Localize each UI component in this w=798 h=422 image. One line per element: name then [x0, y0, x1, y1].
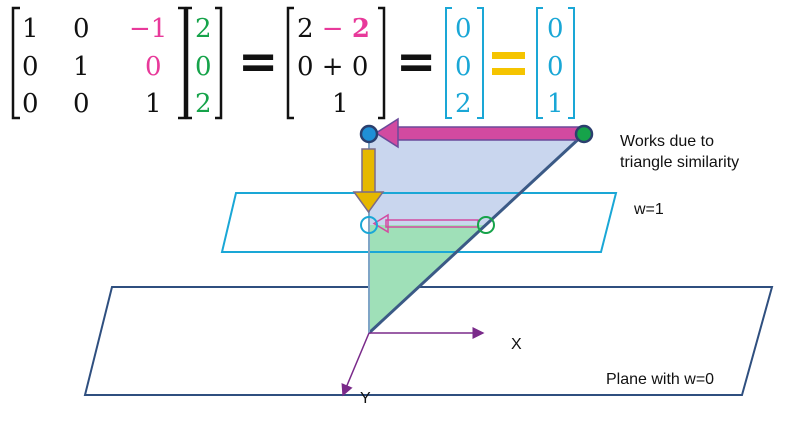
equals-sign-1: = [238, 34, 278, 90]
plane-w0-label: Plane with w=0 [606, 371, 714, 388]
matrix-cell-0-1: 0 [73, 14, 90, 44]
yellow-arrow-down [352, 148, 385, 214]
vec-final-1: 0 [547, 52, 564, 82]
y-axis [341, 332, 370, 397]
vec-mid-bracket-right [378, 6, 386, 120]
vec-mid-0: 2 − 2 [297, 14, 370, 44]
matrix-cell-2-0: 0 [22, 89, 39, 119]
x-axis-label: X [511, 336, 522, 353]
blue-triangle [369, 134, 584, 225]
y-axis-label: Y [360, 390, 371, 407]
vec-mid-0-left: 2 [297, 14, 314, 44]
vec-res-bracket-right [477, 7, 484, 119]
works-label-line2: triangle similarity [620, 154, 739, 171]
vec-final-bracket-right [568, 7, 575, 119]
vec-in-1: 0 [195, 52, 212, 82]
vec-in-bracket-left [185, 6, 192, 120]
point-cyan-w1 [360, 216, 378, 234]
matrix-cell-1-1: 1 [73, 52, 90, 82]
vec-in-0: 2 [195, 14, 212, 44]
matrix-cell-2-2: 1 [145, 89, 162, 119]
matrix-cell-0-2: −1 [129, 14, 167, 44]
vec-in-2: 2 [195, 89, 212, 119]
point-green-w1 [477, 216, 495, 234]
point-blue-top [359, 124, 379, 144]
vec-res-bracket-left [445, 7, 452, 119]
matrix-cell-1-0: 0 [22, 52, 39, 82]
vec-mid-bracket-left [286, 6, 294, 120]
plane-w0 [83, 286, 774, 396]
vec-final-2: 1 [547, 89, 564, 119]
matrix-bracket-right [178, 6, 187, 120]
w1-label: w=1 [633, 201, 664, 218]
vec-mid-2: 1 [332, 89, 349, 119]
vec-final-0: 0 [547, 14, 564, 44]
vec-mid-0-right: 2 [352, 14, 370, 44]
matrix-cell-1-2: 0 [145, 52, 162, 82]
vec-res-1: 0 [455, 52, 472, 82]
vec-res-0: 0 [455, 14, 472, 44]
matrix-bracket-left [11, 6, 20, 120]
yellow-equals-top [492, 52, 525, 59]
vec-mid-0-op: − [314, 14, 352, 44]
point-green-top [574, 124, 594, 144]
matrix-cell-2-1: 0 [73, 89, 90, 119]
vec-res-2: 2 [455, 89, 472, 119]
equals-sign-2: = [396, 34, 436, 90]
vec-mid-1: 0 + 0 [297, 52, 368, 82]
yellow-equals-bottom [492, 68, 525, 75]
vec-final-bracket-left [536, 7, 543, 119]
vec-in-bracket-right [215, 6, 223, 120]
plane-w1 [220, 192, 618, 253]
matrix-cell-0-0: 1 [22, 14, 39, 44]
works-label-line1: Works due to [620, 133, 714, 150]
projection-ray [367, 132, 586, 335]
